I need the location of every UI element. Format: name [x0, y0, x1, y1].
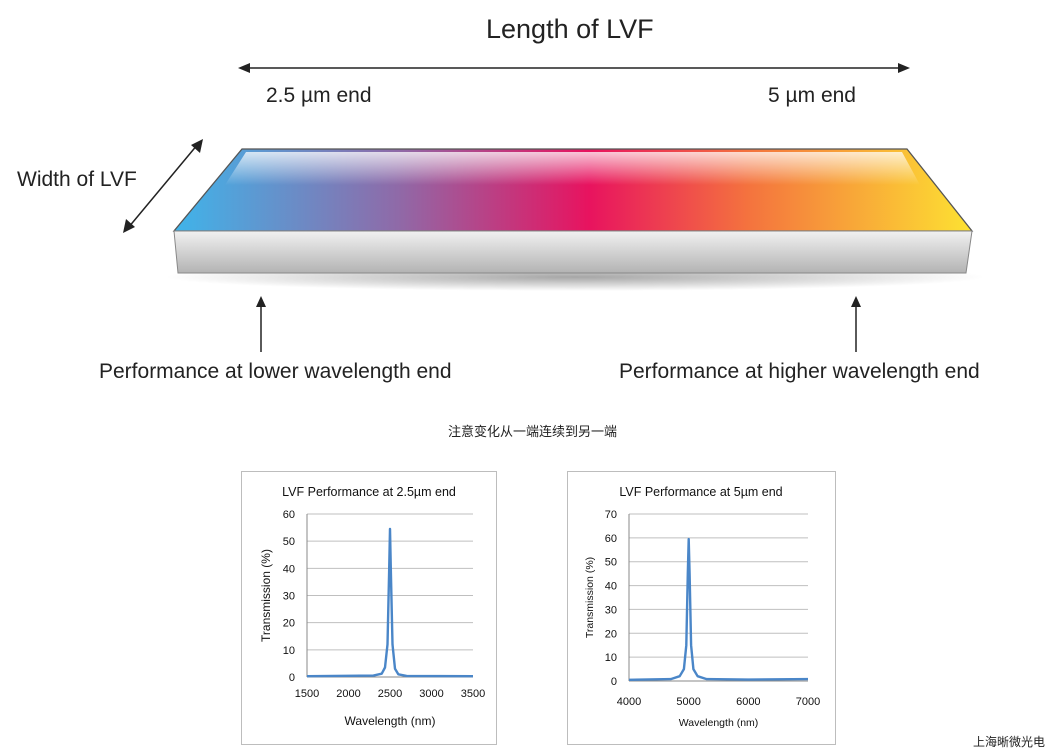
- x-tick-label: 6000: [736, 696, 760, 708]
- y-tick-label: 20: [283, 618, 295, 630]
- width-label: Width of LVF: [17, 168, 137, 191]
- chart-higher-end: LVF Performance at 5µm end 0 10 20 30 40 50 60 7…: [567, 471, 836, 745]
- far-end-label: 5 µm end: [768, 84, 856, 107]
- y-tick-label: 30: [283, 591, 295, 603]
- y-tick-label: 20: [605, 628, 617, 640]
- lower-end-arrow: [256, 296, 266, 352]
- lower-performance-label: Performance at lower wavelength end: [99, 360, 452, 383]
- chart-title: LVF Performance at 5µm end: [619, 485, 782, 499]
- y-tick-label: 50: [605, 557, 617, 569]
- y-tick-label: 10: [283, 645, 295, 657]
- y-tick-label: 40: [283, 563, 295, 575]
- x-tick-label: 2500: [378, 688, 402, 700]
- x-tick-label: 7000: [796, 696, 820, 708]
- y-tick-label: 0: [289, 672, 295, 684]
- series-line: [628, 537, 809, 681]
- x-tick-label: 5000: [676, 696, 700, 708]
- continuity-note: 注意变化从一端连续到另一端: [448, 424, 618, 439]
- y-axis-label: Transmission (%): [259, 549, 273, 642]
- bar-front-face: [173, 230, 973, 274]
- chart-lower-end: LVF Performance at 2.5µm end 0 10 20 30 40 50 6…: [241, 471, 497, 745]
- credit-text: 上海晰微光电: [973, 735, 1046, 749]
- y-tick-label: 40: [605, 581, 617, 593]
- y-tick-label: 70: [605, 509, 617, 521]
- start-end-label: 2.5 µm end: [266, 84, 372, 107]
- y-tick-label: 0: [611, 676, 617, 688]
- length-arrow: [238, 63, 910, 73]
- x-axis-label: Wavelength (nm): [345, 714, 436, 728]
- y-axis-label: Transmission (%): [584, 557, 596, 638]
- higher-performance-label: Performance at higher wavelength end: [619, 360, 980, 383]
- y-tick-label: 60: [283, 509, 295, 521]
- x-tick-label: 3000: [419, 688, 443, 700]
- chart-higher-end-svg: LVF Performance at 5µm end 0 10 20 30 40 50 60 7…: [584, 485, 820, 729]
- x-tick-label: 4000: [617, 696, 641, 708]
- chart-lower-end-svg: LVF Performance at 2.5µm end 0 10 20 30 40 50 6…: [259, 485, 485, 728]
- x-tick-label: 3500: [461, 688, 485, 700]
- lvf-bar: [165, 148, 985, 291]
- x-tick-label: 1500: [295, 688, 319, 700]
- chart-title: LVF Performance at 2.5µm end: [282, 485, 456, 499]
- higher-end-arrow: [851, 296, 861, 352]
- x-tick-label: 2000: [336, 688, 360, 700]
- length-label: Length of LVF: [486, 14, 654, 44]
- y-tick-label: 30: [605, 604, 617, 616]
- y-tick-label: 10: [605, 652, 617, 664]
- width-arrow: [123, 139, 203, 233]
- x-axis-label: Wavelength (nm): [679, 717, 759, 729]
- series-line: [306, 527, 474, 678]
- y-tick-label: 60: [605, 533, 617, 545]
- y-tick-label: 50: [283, 536, 295, 548]
- bar-top-shine: [225, 152, 920, 185]
